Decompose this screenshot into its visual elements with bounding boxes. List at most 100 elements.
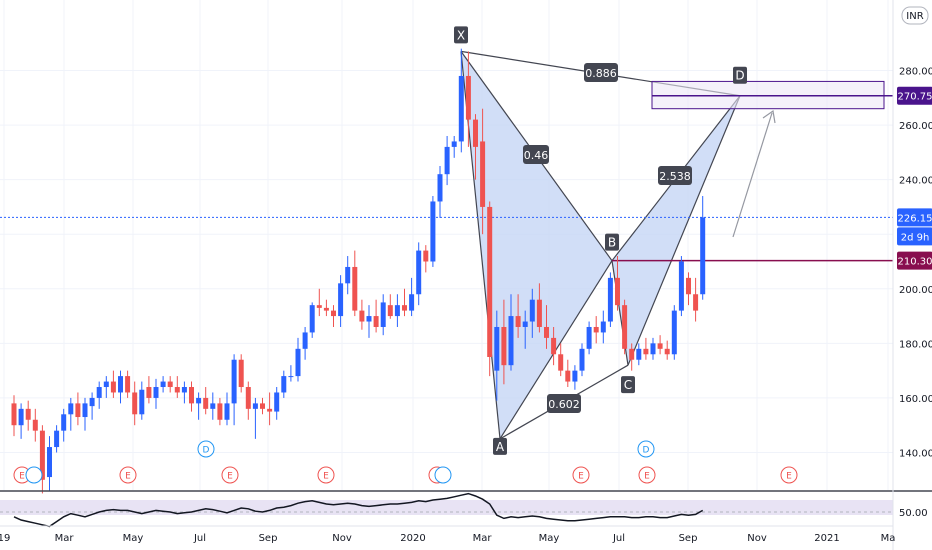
pattern-point-b: B xyxy=(608,236,616,250)
candle-body xyxy=(416,250,422,295)
price-tick-label: 240.00 xyxy=(899,176,932,187)
pattern-point-x: X xyxy=(457,28,465,42)
candle-body xyxy=(54,430,60,448)
dividend-marker-overlap xyxy=(434,466,452,484)
candle-body xyxy=(260,403,265,409)
time-tick-label: 2021 xyxy=(814,533,839,544)
earnings-marker xyxy=(317,466,335,484)
ratio-ac-box xyxy=(547,394,581,413)
candle-body xyxy=(473,119,478,147)
candle-body xyxy=(11,403,17,426)
time-tick-label: Nov xyxy=(747,533,767,544)
countdown-tag: 2d 9h xyxy=(901,232,930,243)
price-tick-label: 200.00 xyxy=(899,285,932,296)
candle-body xyxy=(437,174,443,202)
candle-body xyxy=(593,326,599,333)
time-tick-label: 19 xyxy=(0,533,10,544)
candle-body xyxy=(387,305,393,317)
candle-body xyxy=(238,359,244,388)
price-tick-label: 140.00 xyxy=(899,449,932,460)
candle-body xyxy=(515,316,521,327)
candle-body xyxy=(18,408,24,426)
candle-body xyxy=(458,75,464,142)
candle-body xyxy=(288,376,294,378)
candle-body xyxy=(110,381,116,393)
candle-body xyxy=(536,299,542,327)
candle-body xyxy=(572,370,578,382)
candle-body xyxy=(487,206,493,357)
ratio-xb-box xyxy=(523,145,549,164)
time-tick-label: Nov xyxy=(332,533,352,544)
candle-body xyxy=(565,370,571,382)
ratio-xb: 0.46 xyxy=(524,149,549,162)
candle-body xyxy=(501,326,507,366)
candle-body xyxy=(394,305,400,317)
currency-label: INR xyxy=(906,11,923,22)
candle-body xyxy=(167,381,173,388)
candle-body xyxy=(622,305,628,349)
candle-body xyxy=(210,403,216,409)
pattern-point-a-box xyxy=(493,437,507,455)
candle-body xyxy=(224,403,230,420)
rsi-line xyxy=(13,492,704,528)
earnings-marker-label: E xyxy=(578,472,584,482)
ratio-bd: 2.538 xyxy=(659,170,691,183)
candle-body xyxy=(551,337,557,355)
pattern-point-x-box xyxy=(454,26,468,44)
candle-body xyxy=(352,266,358,311)
candle-body xyxy=(359,310,365,322)
candle-body xyxy=(103,381,109,388)
candle-body xyxy=(174,387,180,393)
event-markers[interactable]: EEDEEEEDEE xyxy=(13,440,798,484)
candle-body xyxy=(366,316,372,322)
rsi-pane xyxy=(0,490,932,528)
candle-body xyxy=(160,381,166,388)
last-price-tag: 226.15 xyxy=(898,213,932,224)
candle-body xyxy=(231,359,237,404)
candle-body xyxy=(664,348,670,355)
pattern-point-c-box xyxy=(621,376,635,394)
candle-body xyxy=(451,141,457,147)
candle-body xyxy=(700,217,706,295)
candle-body xyxy=(82,403,88,418)
target-price-tag-box xyxy=(897,86,932,105)
candle-body xyxy=(274,392,280,412)
candle-body xyxy=(558,354,564,371)
time-tick-label: Sep xyxy=(259,533,278,544)
dividend-marker-label: D xyxy=(643,446,650,456)
price-tick-label: 180.00 xyxy=(899,339,932,350)
leg-cd xyxy=(627,95,741,366)
candle-body xyxy=(203,397,209,409)
earnings-marker xyxy=(638,466,656,484)
candle-body xyxy=(586,326,592,349)
time-tick-label: Sep xyxy=(679,533,698,544)
dividend-marker xyxy=(197,440,215,458)
ratio-ac: 0.602 xyxy=(548,398,580,411)
candle-body xyxy=(309,305,315,333)
time-tick-label: Jul xyxy=(193,533,206,544)
candle-body xyxy=(338,283,344,317)
candle-body xyxy=(522,321,528,327)
candle-body xyxy=(423,250,429,262)
candle-body xyxy=(196,397,202,404)
candle-body xyxy=(61,414,67,431)
candle-body xyxy=(636,348,642,360)
candle-body xyxy=(89,397,95,407)
candle-body xyxy=(245,387,251,409)
earnings-marker-label: E xyxy=(644,472,650,482)
candle-body xyxy=(508,316,514,366)
candle-body xyxy=(693,294,699,311)
time-tick-label: 2020 xyxy=(400,533,425,544)
pattern-point-a: A xyxy=(496,440,505,454)
earnings-marker-label: E xyxy=(786,472,792,482)
candle-body xyxy=(252,403,258,409)
pattern-point-b-box xyxy=(605,233,619,251)
candle-body xyxy=(75,403,81,418)
candle-body xyxy=(189,387,194,404)
ratio-xd-box xyxy=(584,63,618,82)
candle-body xyxy=(181,387,187,393)
pattern-triangle-bcd xyxy=(612,95,740,366)
candle-body xyxy=(132,392,138,415)
candle-body xyxy=(465,75,471,120)
